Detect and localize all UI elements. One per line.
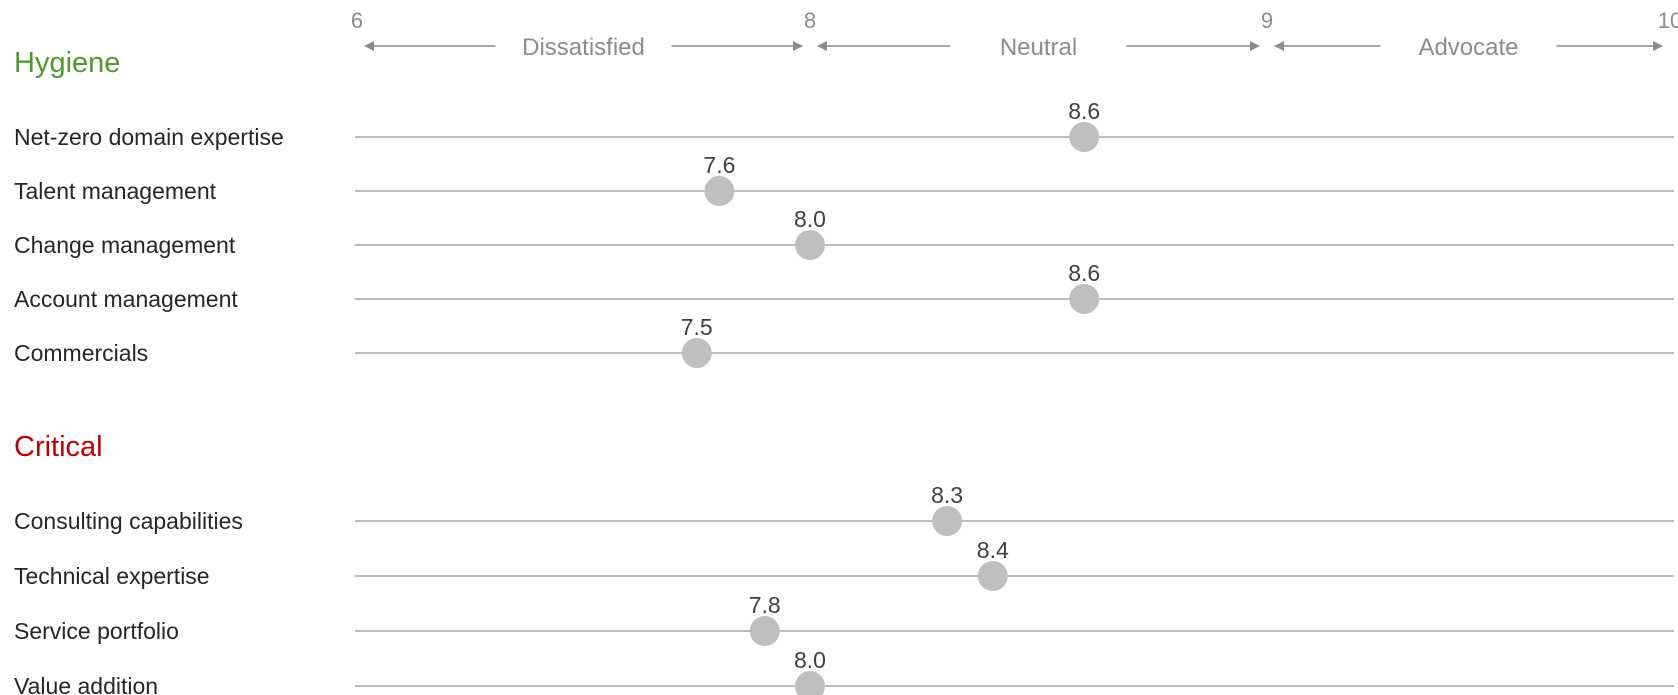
row: Service portfolio 7.8 xyxy=(14,592,1674,646)
group-title: Critical xyxy=(14,431,103,463)
group-title: Hygiene xyxy=(14,47,120,79)
group-hygiene: Hygiene Net-zero domain expertise 8.6 Talen… xyxy=(14,47,1674,368)
data-label: 8.0 xyxy=(794,647,826,673)
data-point xyxy=(704,176,735,206)
row-label: Commercials xyxy=(14,340,148,366)
row: Technical expertise 8.4 xyxy=(14,537,1674,591)
row: Change management 8.0 xyxy=(14,206,1674,260)
data-point xyxy=(795,230,825,260)
data-point xyxy=(1069,284,1100,314)
data-point xyxy=(795,671,825,695)
tick-label: 8 xyxy=(804,8,816,33)
row-label: Service portfolio xyxy=(14,618,179,644)
row-label: Technical expertise xyxy=(14,563,210,589)
row: Value addition 8.0 xyxy=(14,647,1674,695)
row-label: Change management xyxy=(14,232,236,258)
row-label: Value addition xyxy=(14,673,158,695)
data-point xyxy=(1069,122,1100,152)
row-label: Consulting capabilities xyxy=(14,508,243,534)
row-label: Account management xyxy=(14,286,238,312)
data-label: 7.8 xyxy=(749,592,781,618)
row: Talent management 7.6 xyxy=(14,152,1674,206)
group-critical: Critical Consulting capabilities 8.3 Techni… xyxy=(14,431,1674,695)
data-point xyxy=(681,338,712,368)
data-point xyxy=(749,616,780,646)
tick-label: 10 xyxy=(1658,8,1678,33)
zone-label: Neutral xyxy=(1000,34,1077,61)
tick-label: 6 xyxy=(351,8,363,33)
data-label: 8.0 xyxy=(794,206,826,232)
data-label: 8.6 xyxy=(1068,260,1100,286)
axis-header: 6 8 9 10 Dissatisfied Neutral Advocate xyxy=(351,8,1678,61)
data-point xyxy=(932,506,963,536)
data-label: 7.5 xyxy=(681,314,713,340)
row-label: Net-zero domain expertise xyxy=(14,124,284,150)
zone-label: Advocate xyxy=(1418,34,1518,61)
data-label: 8.3 xyxy=(931,482,963,508)
data-label: 7.6 xyxy=(703,152,735,178)
data-label: 8.4 xyxy=(977,537,1009,563)
tick-label: 9 xyxy=(1261,8,1273,33)
row: Commercials 7.5 xyxy=(14,314,1674,368)
row: Account management 8.6 xyxy=(14,260,1674,314)
zone-label: Dissatisfied xyxy=(522,34,645,61)
rows: Hygiene Net-zero domain expertise 8.6 Talen… xyxy=(14,47,1674,695)
row-label: Talent management xyxy=(14,178,217,204)
data-label: 8.6 xyxy=(1068,98,1100,124)
row: Consulting capabilities 8.3 xyxy=(14,482,1674,536)
row: Net-zero domain expertise 8.6 xyxy=(14,98,1674,152)
data-point xyxy=(977,561,1008,591)
